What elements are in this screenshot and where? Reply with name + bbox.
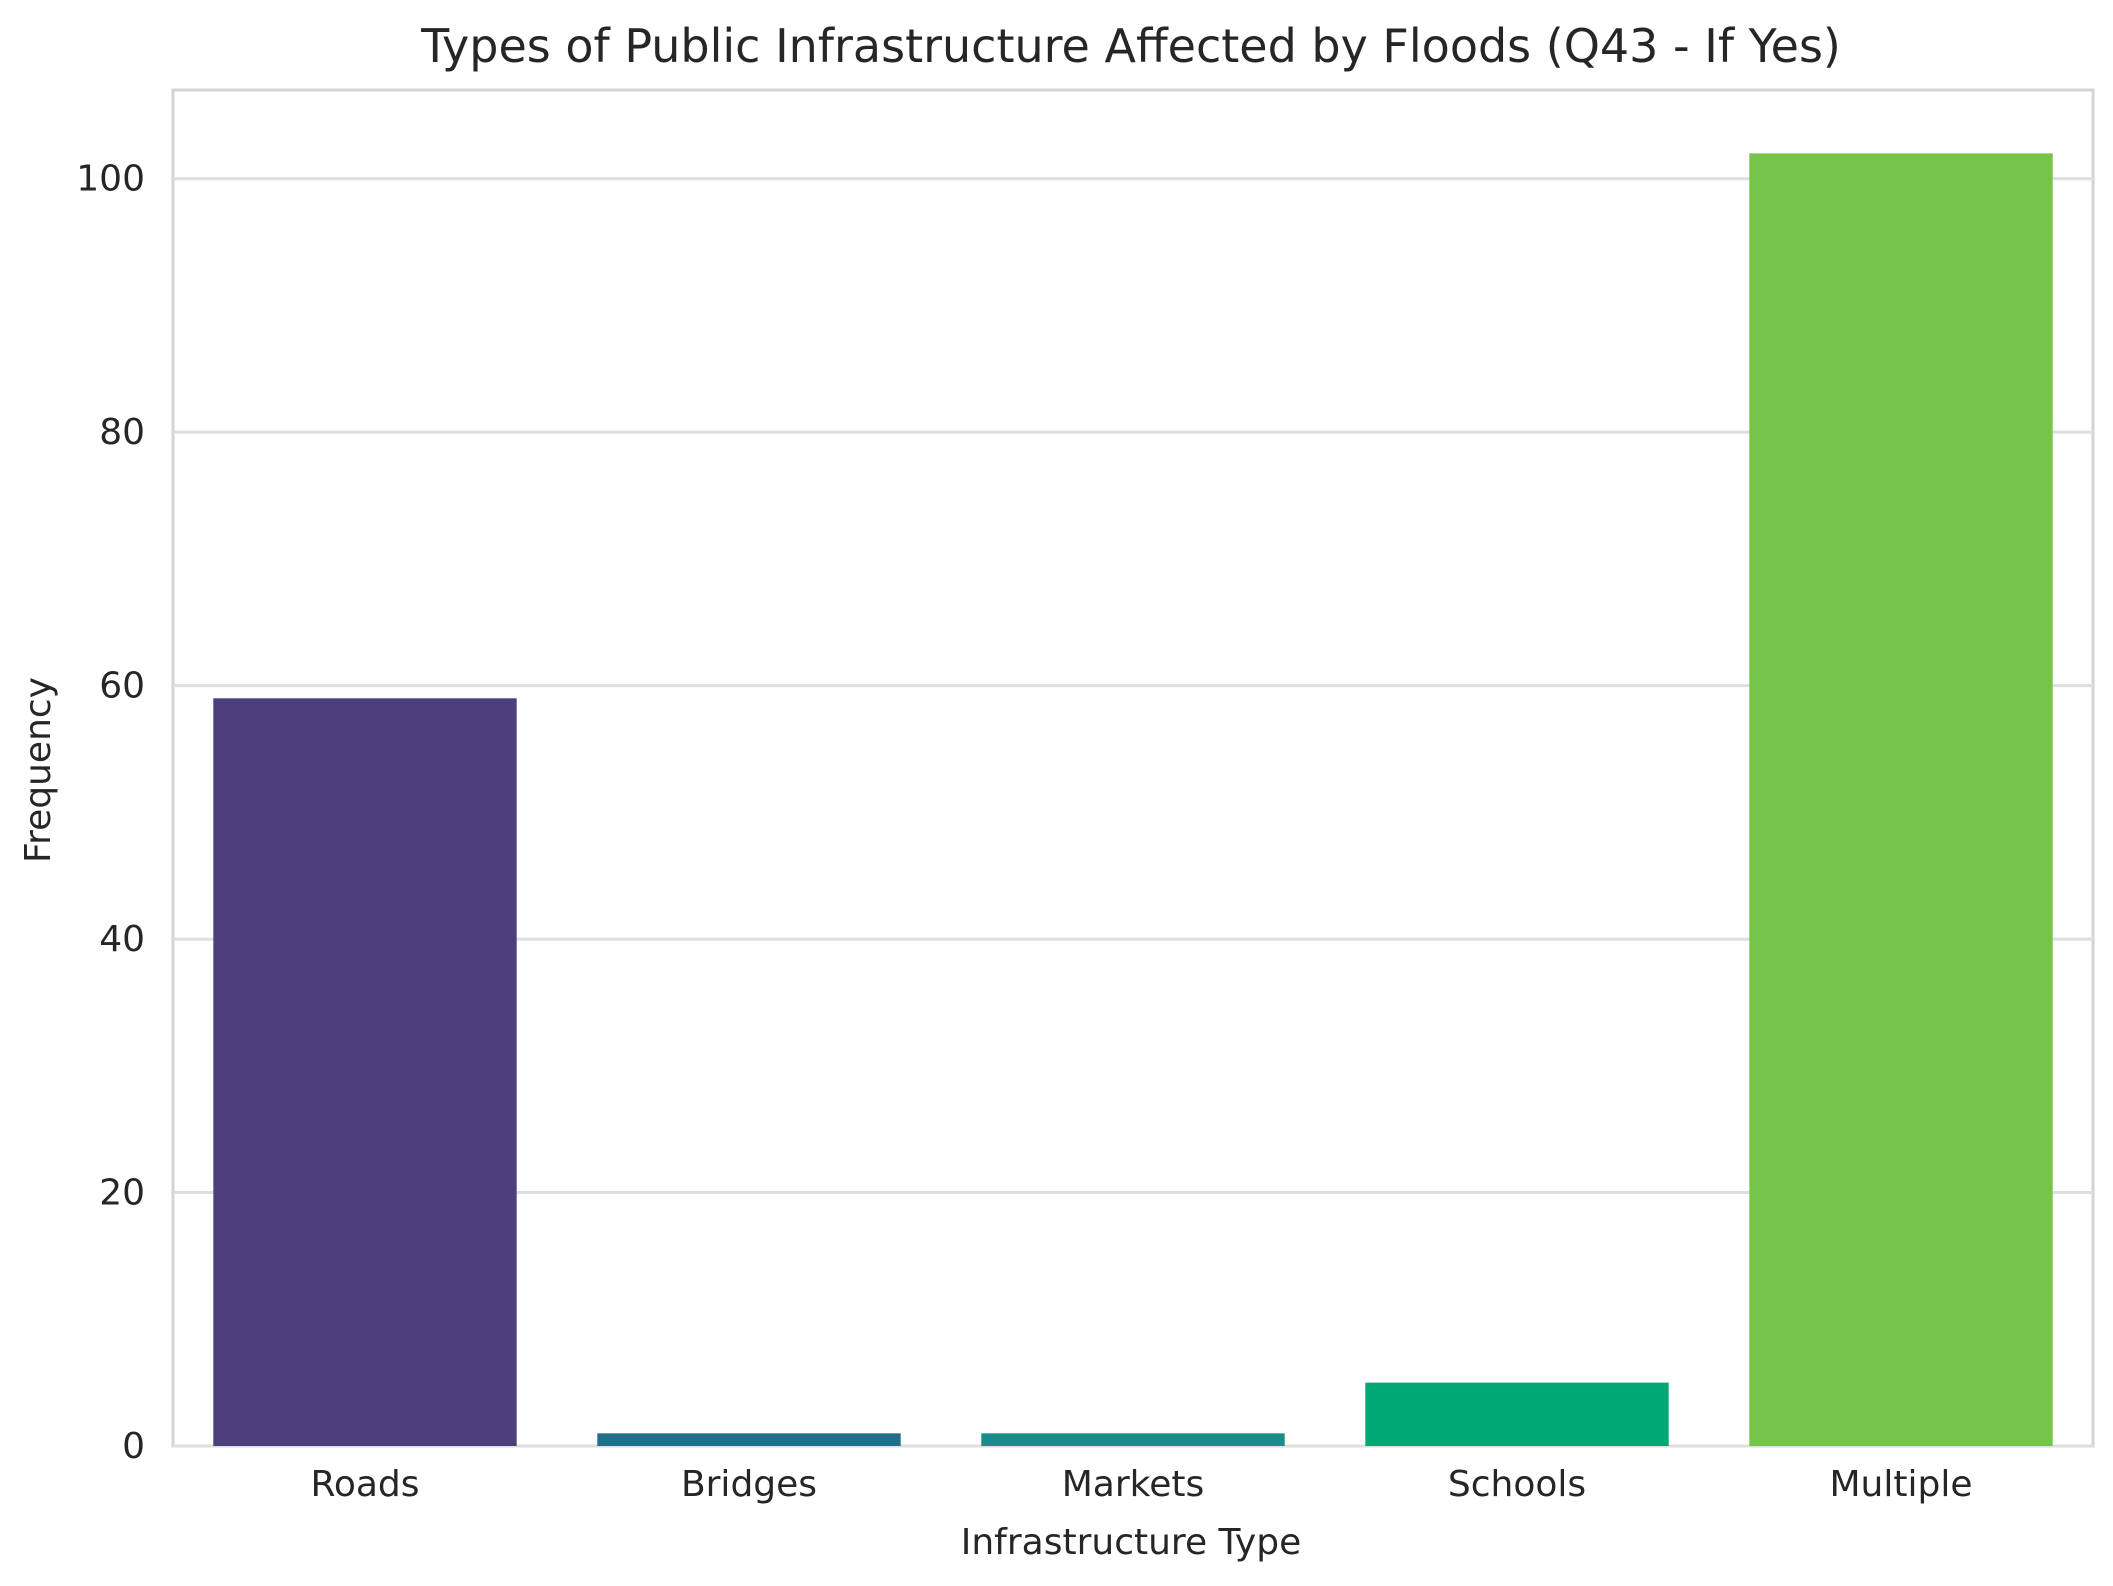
x-tick-label-bridges: Bridges: [681, 1464, 817, 1505]
bars: [213, 153, 2053, 1446]
x-axis-label: Infrastructure Type: [961, 1522, 1301, 1563]
bar-schools: [1365, 1382, 1669, 1446]
x-tick-label-multiple: Multiple: [1830, 1464, 1973, 1505]
bar-roads: [213, 698, 517, 1446]
y-tick-label: 80: [99, 412, 145, 453]
y-tick-label: 60: [99, 666, 145, 707]
y-tick-label: 40: [99, 919, 145, 960]
y-tick-label: 100: [76, 159, 145, 200]
x-tick-label-schools: Schools: [1448, 1464, 1586, 1505]
chart-title: Types of Public Infrastructure Affected …: [420, 19, 1841, 73]
y-axis-label: Frequency: [18, 677, 59, 863]
y-axis-ticks: 0 20 40 60 80 100: [76, 159, 145, 1467]
y-tick-label: 20: [99, 1173, 145, 1214]
bar-multiple: [1749, 153, 2053, 1446]
x-tick-label-roads: Roads: [310, 1464, 419, 1505]
x-tick-label-markets: Markets: [1062, 1464, 1205, 1505]
x-axis-ticks: Roads Bridges Markets Schools Multiple: [310, 1464, 1972, 1505]
bar-markets: [981, 1433, 1285, 1446]
y-tick-label: 0: [122, 1426, 145, 1467]
bar-bridges: [597, 1433, 901, 1446]
